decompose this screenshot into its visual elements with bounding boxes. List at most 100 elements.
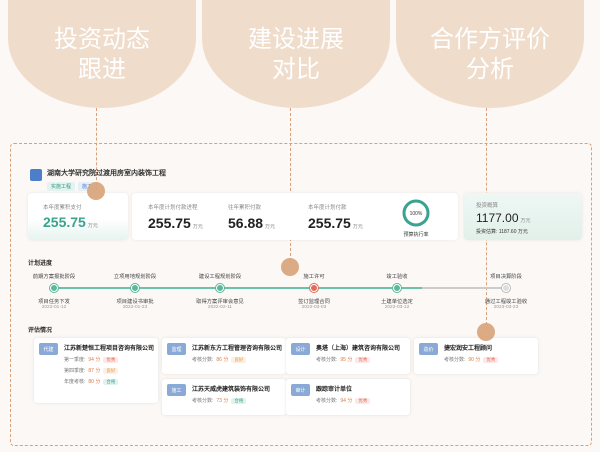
- score-row: 考核分数: 73 分合格: [192, 397, 281, 404]
- project-tag: 实施工程: [47, 182, 76, 191]
- score-label: 考核分数:: [192, 357, 214, 363]
- score-value: 94 分: [340, 398, 353, 404]
- evaluation-card[interactable]: 造价 捷宏润安工程顾问 考核分数: 90 分优秀: [414, 338, 538, 374]
- rating-badge: 优秀: [355, 397, 371, 404]
- score-label: 考核分数:: [316, 398, 338, 404]
- plan-stat: 本年度计划付款 255.75 万元: [308, 203, 363, 233]
- milestone-date: 2022-01-23: [122, 305, 148, 310]
- score-label: 第一季度:: [64, 357, 86, 363]
- bubble-line: 投资动态: [54, 25, 150, 53]
- milestone-label: 取得方案评审会意见: [196, 299, 244, 305]
- company-name: 江苏天威虎建筑装饰有限公司: [192, 387, 271, 393]
- milestone-label: 项目建设书审批: [116, 299, 154, 305]
- building-icon: [30, 169, 42, 181]
- dashed-frame: [10, 143, 592, 446]
- evaluation-title: 评估情况: [28, 328, 53, 334]
- bubble-line: 建设进展: [248, 25, 344, 53]
- score-value: 80 分: [88, 379, 101, 385]
- rating-badge: 优秀: [103, 356, 119, 363]
- company-name: 跟踪审计单位: [316, 387, 353, 393]
- annual-label: 本年度累积支付: [43, 205, 82, 211]
- bubble-investment: 投资动态 跟进: [8, 0, 196, 108]
- execution-ring: 100%: [402, 199, 430, 227]
- rating-badge: 良好: [103, 367, 119, 374]
- milestone-label: 项目任务下发: [38, 299, 70, 305]
- milestone-label: 签订监理合同: [298, 299, 330, 305]
- milestone-label: 通过工程竣工验收: [484, 299, 528, 305]
- bubble-line: 对比: [272, 55, 320, 83]
- milestone-stage: 建设工程规划阶段: [198, 274, 242, 280]
- milestone-label: 土建单位选定: [381, 299, 413, 305]
- milestone-date: 2022-02-11: [207, 305, 233, 310]
- budget-sub-label: 投资估算:: [476, 229, 498, 235]
- company-name: 江苏新东方工程管理咨询有限公司: [192, 346, 283, 352]
- connector-dot: [477, 323, 495, 341]
- evaluation-card[interactable]: 施工 江苏天威虎建筑装饰有限公司 考核分数: 73 分合格: [162, 379, 286, 415]
- budget-card: 投资概算 1177.00 万元 投资估算: 1187.60 万元: [464, 193, 582, 240]
- role-badge: 造价: [419, 343, 438, 355]
- score-row: 考核分数: 86 分良好: [192, 356, 281, 363]
- project-title: 湖南大学研究院过渡用房室内装饰工程: [47, 170, 166, 177]
- timeline-track: [50, 287, 506, 289]
- plan-stat: 本年度计划付款进程 255.75 万元: [148, 203, 203, 233]
- milestone-stage: 立项用地规划阶段: [113, 274, 157, 280]
- rating-badge: 优秀: [355, 356, 371, 363]
- score-row: 第一季度: 94 分优秀: [64, 356, 153, 363]
- company-name: 江苏新楚恒工程项目咨询有限公司: [64, 346, 155, 352]
- evaluation-card[interactable]: 设计 奥塔（上海）建筑咨询有限公司 考核分数: 95 分优秀: [286, 338, 410, 374]
- budget-sub-value: 1187.60 万元: [498, 229, 528, 235]
- bubble-partner: 合作方评价 分析: [396, 0, 584, 108]
- evaluation-card[interactable]: 监理 江苏新东方工程管理咨询有限公司 考核分数: 86 分良好: [162, 338, 286, 374]
- evaluation-card[interactable]: 代建 江苏新楚恒工程项目咨询有限公司 第一季度: 94 分优秀 第四季度: 87 分良好年…: [34, 338, 158, 403]
- schedule-title: 计划进度: [28, 261, 53, 267]
- ring-arc: [402, 199, 430, 227]
- score-label: 年度考核:: [64, 379, 86, 385]
- connector-dot: [87, 182, 105, 200]
- bubble-line: 分析: [466, 55, 514, 83]
- timeline-track-pending: [422, 287, 506, 289]
- ring-label: 预算执行率: [403, 232, 429, 238]
- evaluation-card[interactable]: 审计 跟踪审计单位 考核分数: 94 分优秀: [286, 379, 410, 415]
- milestone-dot[interactable]: [502, 284, 510, 292]
- stat-unit: 万元: [265, 224, 276, 230]
- score-row: 考核分数: 90 分优秀: [444, 356, 533, 363]
- role-badge: 代建: [39, 343, 58, 355]
- stat-value: 56.88: [228, 215, 264, 231]
- annual-payment-card: 本年度累积支付 255.75 万元: [28, 193, 128, 240]
- score-label: 考核分数:: [316, 357, 338, 363]
- milestone-stage: 竣工验收: [386, 274, 408, 280]
- stat-label: 往年累积付款: [228, 205, 262, 211]
- score-value: 87 分: [88, 368, 101, 374]
- milestone-stage: 前期方案报批阶段: [32, 274, 76, 280]
- score-value: 94 分: [88, 357, 101, 363]
- milestone-dot[interactable]: [393, 284, 401, 292]
- bubble-line: 合作方评价: [430, 25, 550, 53]
- rating-badge: 优秀: [483, 356, 499, 363]
- score-value: 90 分: [468, 357, 481, 363]
- bubble-line: 跟进: [78, 55, 126, 83]
- milestone-dot[interactable]: [216, 284, 224, 292]
- connector-line: [96, 108, 97, 190]
- milestone-dot[interactable]: [131, 284, 139, 292]
- stat-unit: 万元: [352, 224, 363, 230]
- budget-unit: 万元: [520, 218, 531, 224]
- score-row: 考核分数: 94 分优秀: [316, 397, 405, 404]
- connector-dot: [281, 258, 299, 276]
- rating-badge: 良好: [231, 356, 247, 363]
- milestone-dot[interactable]: [310, 284, 318, 292]
- score-row: 考核分数: 95 分优秀: [316, 356, 405, 363]
- milestone-date: 2022-03-03: [301, 305, 327, 310]
- budget-label: 投资概算: [476, 203, 499, 209]
- connector-line: [290, 108, 291, 266]
- annual-value: 255.75: [43, 214, 86, 230]
- schedule-timeline: 前期方案报批阶段 项目任务下发 2022-01-12 立项用地规划阶段 项目建设书审批 2…: [24, 266, 586, 314]
- plan-card: 本年度计划付款进程 255.75 万元 往年累积付款 56.88 万元 本年度计划付…: [132, 193, 458, 240]
- score-value: 73 分: [216, 398, 229, 404]
- plan-stat: 往年累积付款 56.88 万元: [228, 203, 275, 233]
- budget-value: 1177.00: [476, 211, 519, 225]
- score-value: 95 分: [340, 357, 353, 363]
- company-name: 奥塔（上海）建筑咨询有限公司: [316, 346, 401, 352]
- ring-value: 100%: [410, 211, 423, 217]
- score-value: 86 分: [216, 357, 229, 363]
- milestone-dot[interactable]: [50, 284, 58, 292]
